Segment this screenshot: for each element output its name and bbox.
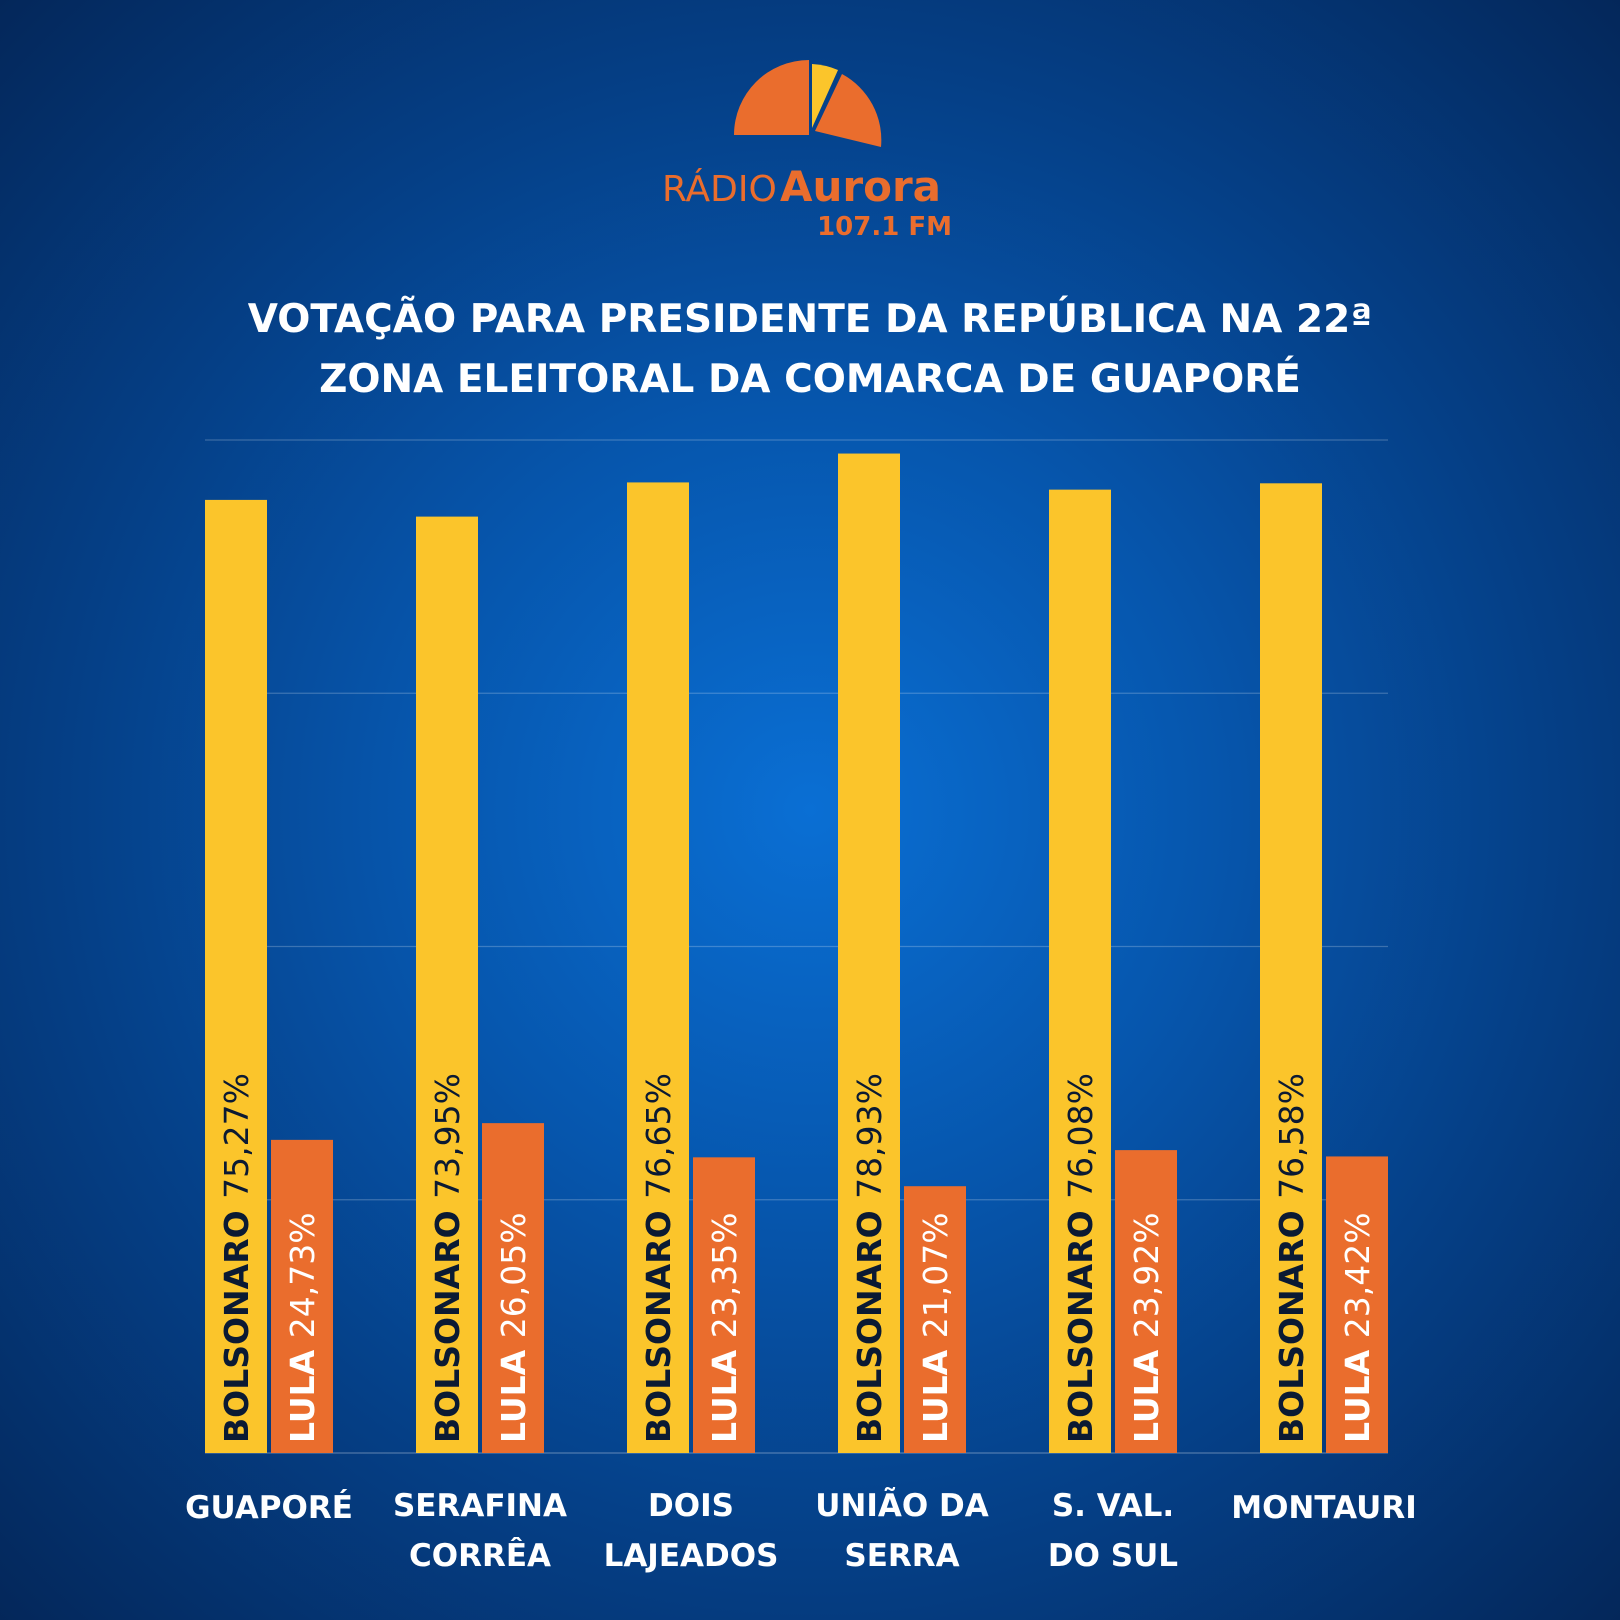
bar-bolsonaro bbox=[416, 516, 478, 1453]
bar-lula bbox=[271, 1139, 333, 1453]
bar-label-lula: LULA 26,05% bbox=[494, 1212, 533, 1443]
bar-lula bbox=[1115, 1150, 1177, 1453]
category-label: DOIS bbox=[648, 1488, 734, 1524]
data-value-label: 23,92% bbox=[1127, 1212, 1166, 1338]
data-value-label: 76,58% bbox=[1272, 1073, 1311, 1199]
series-name-label: BOLSONARO bbox=[428, 1199, 467, 1443]
category-label: MONTAURI bbox=[1231, 1490, 1417, 1526]
category-label: SERRA bbox=[844, 1538, 959, 1574]
bar-label-lula: LULA 23,35% bbox=[705, 1212, 744, 1443]
bar-bolsonaro bbox=[1260, 483, 1322, 1453]
bar-label-lula: LULA 24,73% bbox=[283, 1212, 322, 1443]
chart-title-line-2: ZONA ELEITORAL DA COMARCA DE GUAPORÉ bbox=[319, 357, 1301, 402]
bar-label-bolsonaro: BOLSONARO 76,58% bbox=[1272, 1073, 1311, 1443]
category-label: DO SUL bbox=[1048, 1538, 1178, 1574]
series-name-label: LULA bbox=[283, 1338, 322, 1443]
bar-lula bbox=[1326, 1156, 1388, 1453]
bar-bolsonaro bbox=[838, 453, 900, 1453]
category-label: LAJEADOS bbox=[604, 1538, 779, 1574]
logo-sun-ray-icon bbox=[812, 64, 838, 128]
bar-lula bbox=[904, 1186, 966, 1453]
data-value-label: 23,35% bbox=[705, 1212, 744, 1338]
bar-bolsonaro bbox=[627, 482, 689, 1453]
series-name-label: LULA bbox=[1338, 1338, 1377, 1443]
bar-label-bolsonaro: BOLSONARO 78,93% bbox=[850, 1073, 889, 1443]
bar-label-lula: LULA 21,07% bbox=[916, 1212, 955, 1443]
logo-name-main: Aurora bbox=[780, 162, 941, 211]
logo-sun-slice-icon bbox=[815, 74, 882, 147]
bar-lula bbox=[482, 1123, 544, 1453]
chart-title-line-1: VOTAÇÃO PARA PRESIDENTE DA REPÚBLICA NA … bbox=[247, 297, 1373, 342]
data-value-label: 76,08% bbox=[1061, 1073, 1100, 1199]
data-value-label: 75,27% bbox=[217, 1073, 256, 1199]
bar-label-lula: LULA 23,42% bbox=[1338, 1212, 1377, 1443]
series-name-label: LULA bbox=[1127, 1338, 1166, 1443]
series-name-label: BOLSONARO bbox=[1272, 1199, 1311, 1443]
bar-label-bolsonaro: BOLSONARO 76,65% bbox=[639, 1073, 678, 1443]
chart-title: VOTAÇÃO PARA PRESIDENTE DA REPÚBLICA NA … bbox=[160, 290, 1460, 410]
data-value-label: 73,95% bbox=[428, 1073, 467, 1199]
logo-sun-icon bbox=[734, 60, 809, 135]
bar-label-bolsonaro: BOLSONARO 73,95% bbox=[428, 1073, 467, 1443]
series-name-label: BOLSONARO bbox=[217, 1199, 256, 1443]
series-name-label: LULA bbox=[705, 1338, 744, 1443]
series-name-label: LULA bbox=[916, 1338, 955, 1443]
series-name-label: BOLSONARO bbox=[1061, 1199, 1100, 1443]
bar-lula bbox=[693, 1157, 755, 1453]
data-value-label: 76,65% bbox=[639, 1073, 678, 1199]
logo-frequency: 107.1 FM bbox=[817, 212, 952, 242]
series-name-label: BOLSONARO bbox=[639, 1199, 678, 1443]
bar-label-bolsonaro: BOLSONARO 75,27% bbox=[217, 1073, 256, 1443]
bar-label-bolsonaro: BOLSONARO 76,08% bbox=[1061, 1073, 1100, 1443]
data-value-label: 26,05% bbox=[494, 1212, 533, 1338]
series-name-label: LULA bbox=[494, 1338, 533, 1443]
data-value-label: 21,07% bbox=[916, 1212, 955, 1338]
data-value-label: 23,42% bbox=[1338, 1212, 1377, 1338]
data-value-label: 78,93% bbox=[850, 1073, 889, 1199]
radio-aurora-logo: RÁDIO Aurora 107.1 FM bbox=[662, 60, 952, 242]
bar-label-lula: LULA 23,92% bbox=[1127, 1212, 1166, 1443]
data-value-label: 24,73% bbox=[283, 1212, 322, 1338]
category-label: S. VAL. bbox=[1052, 1488, 1174, 1524]
category-label: CORRÊA bbox=[409, 1538, 551, 1574]
category-label: SERAFINA bbox=[393, 1488, 567, 1524]
logo-name-prefix: RÁDIO bbox=[662, 168, 777, 210]
category-label: GUAPORÉ bbox=[185, 1490, 353, 1526]
series-name-label: BOLSONARO bbox=[850, 1199, 889, 1443]
bar-bolsonaro bbox=[205, 499, 267, 1453]
bar-bolsonaro bbox=[1049, 489, 1111, 1454]
category-label: UNIÃO DA bbox=[815, 1487, 989, 1524]
